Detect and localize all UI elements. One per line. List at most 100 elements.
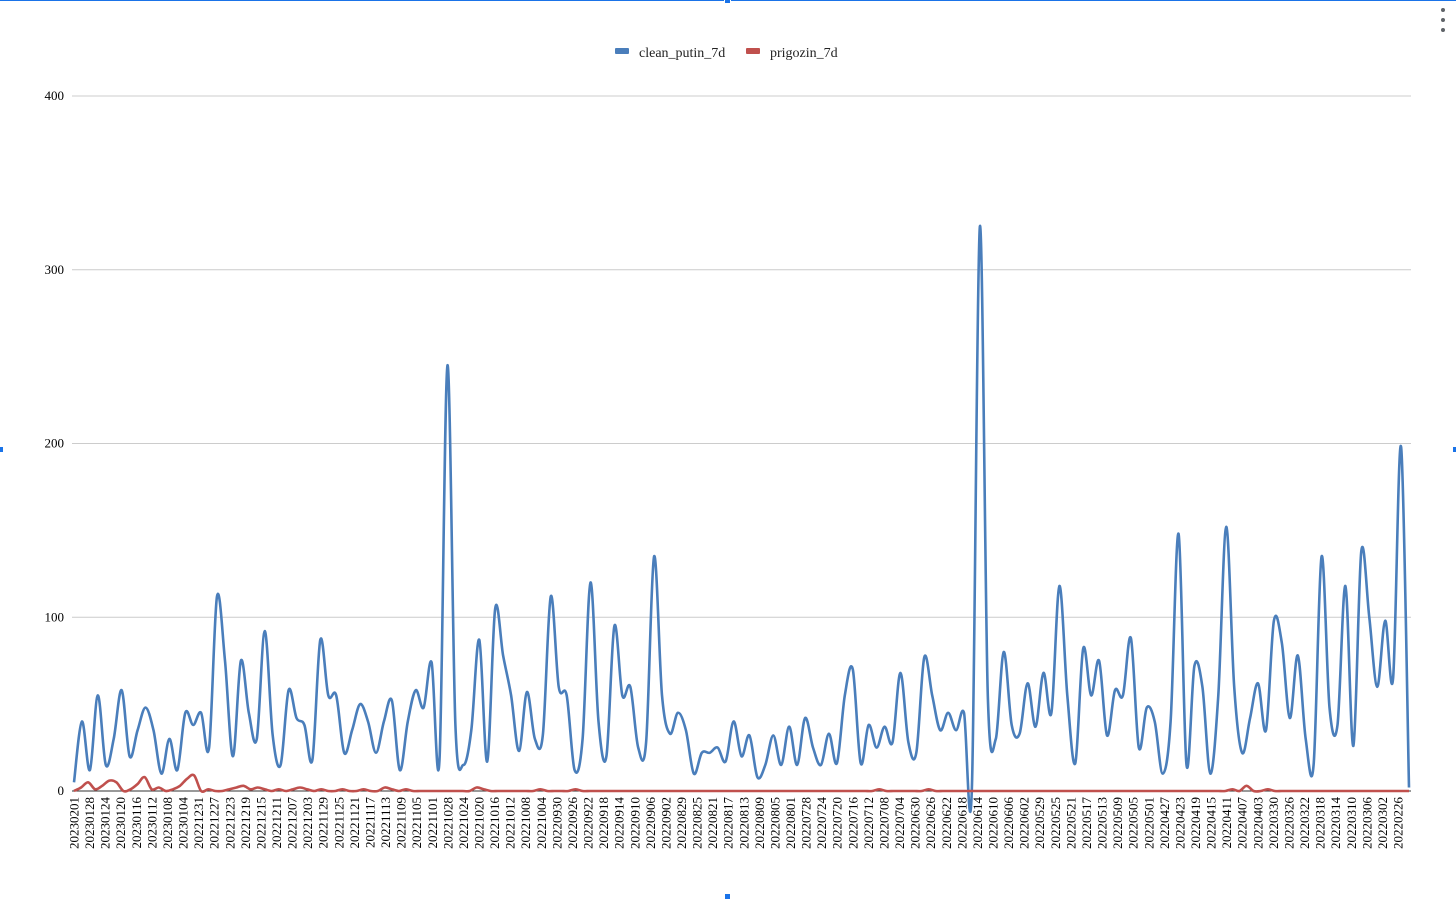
x-tick-label: 20220630 [908, 797, 923, 849]
x-tick-label: 20221207 [285, 797, 300, 850]
x-tick-label: 20220407 [1235, 797, 1250, 850]
resize-handle-right[interactable] [1452, 446, 1456, 453]
x-tick-label: 20220302 [1375, 797, 1390, 849]
x-tick-label: 20220614 [970, 797, 985, 850]
series-line-0 [72, 224, 1411, 813]
x-tick-label: 20220914 [612, 797, 627, 850]
x-tick-label: 20220805 [767, 797, 782, 849]
x-tick-label: 20220326 [1282, 797, 1297, 850]
x-tick-label: 20221121 [347, 797, 362, 849]
x-tick-label: 20220622 [939, 797, 954, 849]
x-tick-label: 20221219 [238, 797, 253, 849]
x-tick-label: 20220606 [1001, 797, 1016, 850]
x-tick-label: 20220720 [830, 797, 845, 849]
x-tick-label: 20220411 [1219, 797, 1234, 849]
x-tick-label: 20230120 [113, 797, 128, 849]
x-tick-label: 20220829 [674, 797, 689, 849]
legend-label-clean-putin: clean_putin_7d [639, 46, 725, 61]
legend-label-prigozin: prigozin_7d [770, 46, 838, 61]
x-tick-label: 20220809 [752, 797, 767, 849]
x-tick-label: 20220626 [923, 797, 938, 850]
x-tick-label: 20230124 [98, 797, 113, 850]
x-tick-label: 20220926 [565, 797, 580, 850]
x-tick-label: 20221105 [409, 797, 424, 849]
x-tick-label: 20221028 [440, 797, 455, 849]
x-tick-label: 20221109 [394, 797, 409, 849]
legend-swatch-clean-putin [615, 48, 629, 54]
resize-handle-left[interactable] [0, 446, 4, 453]
x-tick-label: 20220330 [1266, 797, 1281, 849]
x-tick-label: 20220403 [1250, 797, 1265, 849]
x-tick-label: 20220226 [1391, 797, 1406, 850]
x-tick-label: 20220505 [1126, 797, 1141, 849]
x-tick-label: 20220501 [1141, 797, 1156, 849]
x-tick-label: 20220821 [705, 797, 720, 849]
x-tick-label: 20221004 [534, 797, 549, 850]
more-options-icon[interactable] [1436, 8, 1450, 32]
x-tick-label: 20220918 [596, 797, 611, 849]
x-tick-label: 20220708 [877, 797, 892, 849]
x-tick-label: 20230104 [176, 797, 191, 850]
x-tick-label: 20221008 [518, 797, 533, 849]
x-tick-label: 20221227 [207, 797, 222, 850]
legend: clean_putin_7d prigozin_7d [615, 46, 838, 61]
x-tick-label: 20220618 [954, 797, 969, 849]
y-tick-label: 400 [45, 88, 65, 103]
series-lines [72, 224, 1411, 813]
x-tick-label: 20220728 [799, 797, 814, 849]
x-tick-label: 20221223 [222, 797, 237, 849]
x-tick-label: 20230112 [144, 797, 159, 849]
x-tick-label: 20220419 [1188, 797, 1203, 849]
x-tick-label: 20220509 [1110, 797, 1125, 849]
x-tick-label: 20221113 [378, 797, 393, 848]
x-tick-label: 20230108 [160, 797, 175, 849]
x-tick-label: 20220704 [892, 797, 907, 850]
x-tick-label: 20221211 [269, 797, 284, 849]
x-tick-label: 20220513 [1095, 797, 1110, 849]
x-tick-label: 20221101 [425, 797, 440, 849]
x-tick-label: 20220310 [1344, 797, 1359, 849]
y-tick-label: 100 [45, 609, 65, 624]
x-tick-label: 20220716 [845, 797, 860, 850]
x-tick-label: 20221125 [331, 797, 346, 849]
x-tick-label: 20221024 [456, 797, 471, 850]
x-tick-label: 20220525 [1048, 797, 1063, 849]
x-tick-label: 20221016 [487, 797, 502, 850]
x-tick-label: 20220521 [1063, 797, 1078, 849]
x-tick-label: 20220610 [986, 797, 1001, 849]
legend-swatch-prigozin [746, 48, 760, 54]
x-tick-label: 20220602 [1017, 797, 1032, 849]
x-tick-label: 20230128 [82, 797, 97, 849]
x-tick-label: 20220318 [1313, 797, 1328, 849]
x-tick-label: 20220930 [549, 797, 564, 849]
x-tick-label: 20220922 [581, 797, 596, 849]
x-tick-label: 20220825 [690, 797, 705, 849]
x-tick-label: 20220517 [1079, 797, 1094, 850]
x-tick-label: 20230201 [67, 797, 82, 849]
x-tick-label: 20221215 [253, 797, 268, 849]
x-tick-label: 20220314 [1328, 797, 1343, 850]
x-tick-label: 20221117 [363, 797, 378, 849]
x-tick-label: 20220724 [814, 797, 829, 850]
x-tick-label: 20220306 [1359, 797, 1374, 850]
y-tick-label: 300 [45, 262, 65, 277]
x-tick-label: 20221203 [300, 797, 315, 849]
x-tick-label: 20220902 [658, 797, 673, 849]
x-tick-label: 20220322 [1297, 797, 1312, 849]
x-tick-label: 20220813 [736, 797, 751, 849]
x-tick-label: 20220712 [861, 797, 876, 849]
x-tick-label: 20220423 [1172, 797, 1187, 849]
resize-handle-top[interactable] [724, 0, 731, 4]
y-tick-label: 0 [58, 783, 65, 798]
x-tick-label: 20220415 [1204, 797, 1219, 849]
gridlines [72, 95, 1411, 792]
x-tick-label: 20220427 [1157, 797, 1172, 850]
y-tick-label: 200 [45, 436, 65, 451]
x-tick-label: 20230116 [129, 797, 144, 849]
x-tick-label: 20221231 [191, 797, 206, 849]
x-tick-label: 20220801 [783, 797, 798, 849]
y-axis: 0 100 200 300 400 [45, 88, 65, 798]
x-tick-label: 20221129 [316, 797, 331, 849]
x-tick-label: 20220910 [627, 797, 642, 849]
